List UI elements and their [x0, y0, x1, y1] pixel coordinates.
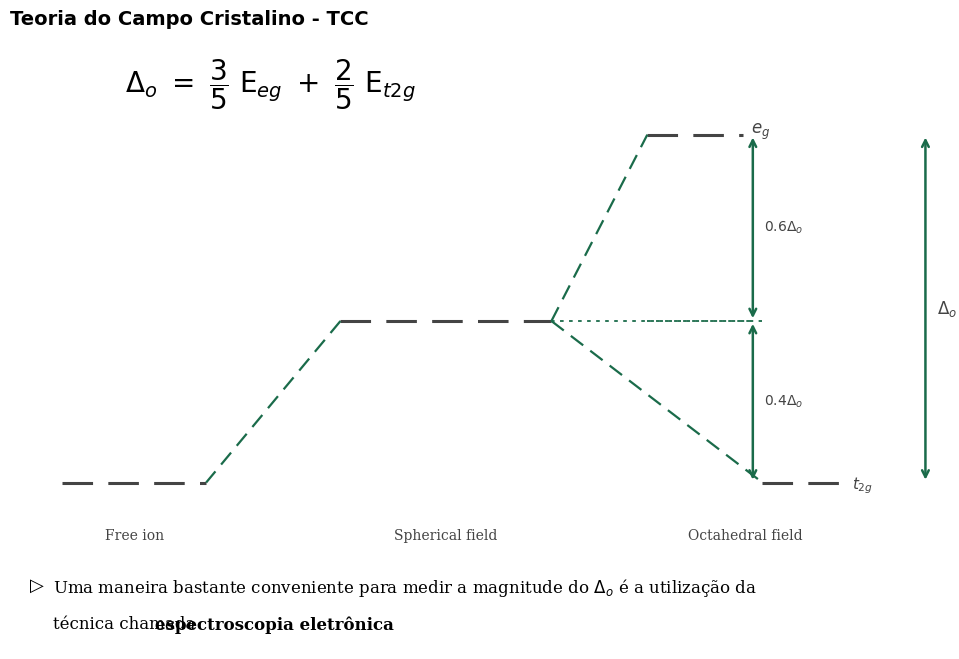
Text: Uma maneira bastante conveniente para medir a magnitude do $\Delta_o$ é a utiliz: Uma maneira bastante conveniente para me… — [53, 577, 757, 598]
Text: $0.6\Delta_o$: $0.6\Delta_o$ — [764, 219, 804, 236]
Text: $\Delta_o\ =\ \dfrac{3}{5}\ \mathrm{E}_{eg}\ +\ \dfrac{2}{5}\ \mathrm{E}_{t2g}$: $\Delta_o\ =\ \dfrac{3}{5}\ \mathrm{E}_{… — [125, 57, 415, 112]
Text: $e_g$: $e_g$ — [751, 121, 770, 142]
Text: $0.4\Delta_o$: $0.4\Delta_o$ — [764, 393, 804, 410]
Text: $\Delta_o$: $\Delta_o$ — [937, 299, 957, 318]
Text: .: . — [316, 616, 320, 633]
Text: Teoria do Campo Cristalino - TCC: Teoria do Campo Cristalino - TCC — [10, 10, 368, 29]
Text: técnica chamada: técnica chamada — [53, 616, 200, 633]
Text: Free ion: Free ion — [105, 529, 164, 543]
Text: espectroscopia eletrônica: espectroscopia eletrônica — [155, 616, 394, 634]
Text: $\triangleright$: $\triangleright$ — [29, 577, 44, 594]
Text: Spherical field: Spherical field — [394, 529, 498, 543]
Text: Octahedral field: Octahedral field — [689, 529, 803, 543]
Text: $t_{2g}$: $t_{2g}$ — [852, 475, 873, 496]
